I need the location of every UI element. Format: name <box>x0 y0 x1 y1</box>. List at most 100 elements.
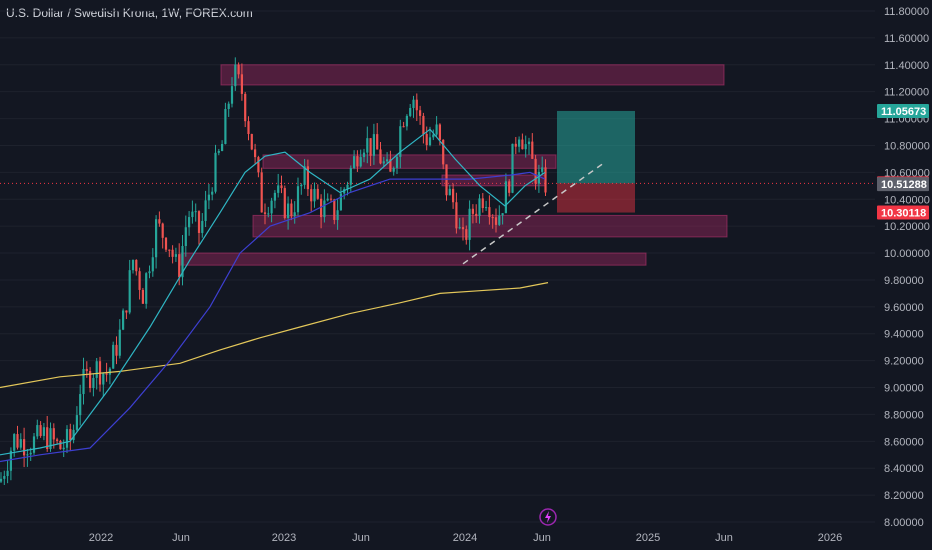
ma-fast <box>0 128 546 456</box>
candle-body <box>359 157 362 167</box>
candle-body <box>432 134 435 138</box>
moving-averages <box>0 128 549 463</box>
candle-body <box>280 185 283 189</box>
candle-body <box>125 310 128 313</box>
candle-body <box>303 166 306 185</box>
candle-body <box>178 254 181 278</box>
lightning-icon-ring <box>539 508 557 526</box>
candle-body <box>468 208 471 240</box>
zone <box>220 64 725 86</box>
candle-body <box>270 200 273 214</box>
candle-body <box>461 227 465 230</box>
x-tick-label: 2023 <box>272 532 296 544</box>
candle-body <box>435 124 438 135</box>
long-position-tool[interactable] <box>0 110 875 213</box>
candle-body <box>52 428 55 440</box>
chart-title: U.S. Dollar / Swedish Krona, 1W, FOREX.c… <box>6 6 253 20</box>
candle-body <box>164 237 168 250</box>
y-axis-bg <box>875 0 932 550</box>
candle-body <box>105 373 108 375</box>
candle-body <box>148 271 151 274</box>
candle-body <box>207 194 210 201</box>
candle-body <box>498 215 501 225</box>
x-tick-label: Jun <box>352 532 370 544</box>
candle-body <box>3 476 6 479</box>
candle-body <box>402 126 405 128</box>
candle-body <box>320 198 323 218</box>
candle-body <box>494 217 498 225</box>
candle-body <box>0 478 3 482</box>
candle-body <box>339 193 342 211</box>
candle-body <box>221 143 224 151</box>
candle-body <box>524 144 527 150</box>
lightning-icon[interactable] <box>539 508 557 526</box>
y-tick-label: 8.60000 <box>884 436 924 448</box>
candle-body <box>23 439 26 456</box>
candle-body <box>19 439 22 448</box>
candle-body <box>128 270 131 313</box>
y-tick-label: 8.20000 <box>884 490 924 502</box>
zone <box>180 252 647 266</box>
profit-zone <box>557 110 635 184</box>
y-tick-label: 9.60000 <box>884 302 924 314</box>
candle-body <box>36 425 39 437</box>
candle-body <box>254 149 257 158</box>
candle-body <box>151 257 154 272</box>
candle-body <box>194 211 197 213</box>
candle-body <box>16 434 19 448</box>
candle-body <box>141 289 144 304</box>
y-tick-label: 9.00000 <box>884 383 924 395</box>
candle-body <box>135 259 138 272</box>
candle-body <box>369 138 372 156</box>
candle-body <box>326 198 329 201</box>
candle-body <box>313 188 316 202</box>
x-axis: 2022 Jun 2023 Jun 2024 Jun 2025 Jun 2026 <box>89 532 842 544</box>
candle-body <box>234 64 237 87</box>
candle-body <box>131 259 135 271</box>
candle-body <box>527 141 531 145</box>
candle-body <box>204 200 207 221</box>
candle-body <box>29 452 32 455</box>
loss-zone <box>557 183 635 213</box>
candle-body <box>230 86 234 104</box>
candle-body <box>356 156 359 167</box>
candle-body <box>419 110 422 116</box>
candle-body <box>382 161 385 164</box>
candle-body <box>465 229 468 240</box>
candle-body <box>244 93 247 122</box>
candle-body <box>336 210 339 220</box>
candle-body <box>171 249 174 257</box>
candlestick-series <box>0 57 547 485</box>
candle-body <box>89 371 92 389</box>
candle-body <box>412 99 415 108</box>
candle-body <box>85 368 88 372</box>
x-tick-label: 2026 <box>818 532 842 544</box>
candle-body <box>442 139 445 165</box>
y-tick-label: 8.80000 <box>884 409 924 421</box>
x-tick-label: 2024 <box>453 532 477 544</box>
y-tick-label: 10.40000 <box>884 194 930 206</box>
candle-body <box>247 121 250 135</box>
candle-body <box>191 211 194 218</box>
candle-body <box>452 188 455 203</box>
zone <box>262 154 557 169</box>
candle-body <box>92 377 95 389</box>
y-tick-label: 11.60000 <box>884 33 929 45</box>
y-tick-label: 9.80000 <box>884 275 924 287</box>
candle-body <box>6 470 9 477</box>
candle-body <box>168 249 171 251</box>
y-tick-label: 9.20000 <box>884 356 924 368</box>
x-tick-label: 2025 <box>636 532 660 544</box>
candle-body <box>485 207 488 209</box>
candle-body <box>346 184 349 190</box>
candle-body <box>491 217 494 219</box>
ma-slow <box>0 282 549 389</box>
ma-medium <box>0 171 546 463</box>
candle-body <box>445 164 448 196</box>
candle-body <box>541 167 544 172</box>
candle-body <box>75 415 78 430</box>
candle-body <box>471 208 474 214</box>
resistance-support-zones <box>180 64 728 266</box>
candle-body <box>287 203 290 218</box>
